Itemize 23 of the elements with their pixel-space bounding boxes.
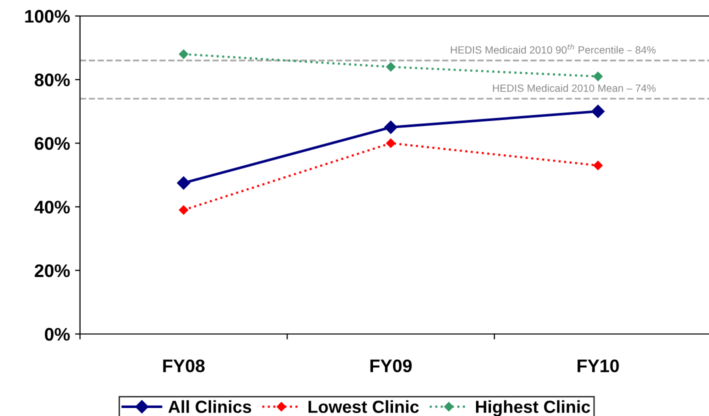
x-tick-label: FY10	[578, 359, 619, 372]
y-tick-label: 80%	[34, 74, 70, 86]
y-tick-label: 40%	[34, 200, 70, 214]
ref-line-label: HEDIS Medicaid 2010 Mean – 74%	[493, 84, 656, 92]
point	[386, 62, 396, 72]
point	[178, 205, 188, 215]
legend-label: Lowest Clinic	[308, 400, 419, 413]
y-tick-label: 100%	[25, 10, 70, 23]
legend-label: All Clinics	[168, 400, 252, 413]
ref-line-label: HEDIS Medicaid 2010 90$^{th}$ Percentile – 84%	[450, 44, 656, 54]
point	[593, 160, 603, 170]
y-tick-label: 60%	[34, 137, 70, 150]
point	[386, 138, 396, 148]
legend-label: Highest Clinic	[476, 400, 590, 416]
x-tick-label: FY08	[163, 359, 205, 372]
point	[591, 104, 605, 118]
point	[178, 50, 188, 59]
point	[177, 176, 190, 190]
x-tick-label: FY09	[370, 359, 412, 372]
y-tick-label: 0%	[44, 328, 70, 341]
y-tick-label: 20%	[34, 264, 70, 278]
point	[384, 120, 398, 134]
point	[593, 72, 603, 82]
